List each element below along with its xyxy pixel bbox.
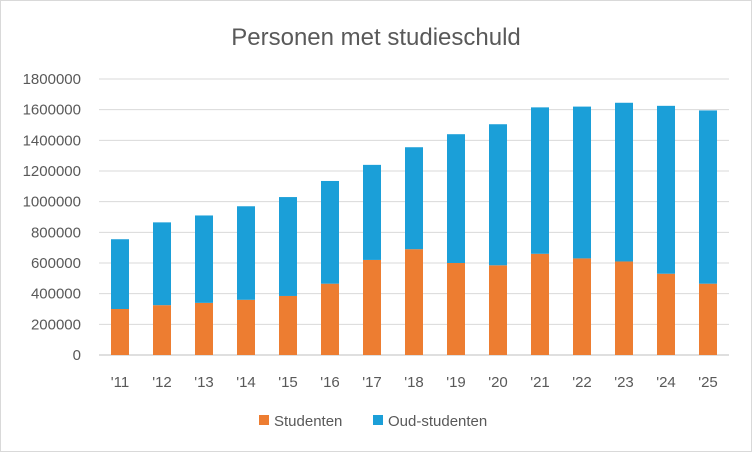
x-tick-label: '24	[656, 374, 676, 391]
x-tick-label: '15	[278, 374, 298, 391]
y-tick-label: 200000	[31, 316, 81, 333]
bar-oud-studenten	[111, 239, 129, 309]
bar-oud-studenten	[153, 222, 171, 306]
y-tick-label: 1600000	[23, 102, 81, 119]
bars	[111, 102, 717, 355]
y-tick-label: 600000	[31, 255, 81, 272]
x-tick-label: '25	[698, 374, 718, 391]
bar-studenten	[153, 305, 171, 355]
chart-title: Personen met studieschuld	[231, 24, 521, 51]
bar-studenten	[195, 302, 213, 355]
bar-studenten	[405, 249, 423, 355]
bar-studenten	[489, 265, 507, 355]
x-tick-label: '14	[236, 374, 256, 391]
y-tick-label: 1800000	[23, 71, 81, 88]
bar-oud-studenten	[447, 134, 465, 263]
bar-studenten	[279, 295, 297, 355]
bar-oud-studenten	[321, 180, 339, 284]
legend: Studenten Oud-studenten	[259, 413, 487, 430]
x-axis-ticks: '11 '12 '13 '14 '15 '16 '17 '18 '19 '20 '21 '22 '23 '…	[111, 374, 718, 391]
bar-oud-studenten	[531, 107, 549, 254]
x-tick-label: '16	[320, 374, 340, 391]
bar-oud-studenten	[699, 110, 717, 284]
legend-label: Oud-studenten	[388, 413, 487, 430]
y-tick-label: 1000000	[23, 194, 81, 211]
legend-swatch	[259, 415, 269, 425]
x-tick-label: '12	[152, 374, 172, 391]
bar-studenten	[321, 283, 339, 355]
y-tick-label: 1400000	[23, 132, 81, 149]
bar-oud-studenten	[279, 197, 297, 296]
bar-oud-studenten	[489, 124, 507, 266]
bar-oud-studenten	[363, 164, 381, 260]
x-tick-label: '21	[530, 374, 550, 391]
legend-swatch	[373, 415, 383, 425]
bar-studenten	[615, 261, 633, 355]
bar-studenten	[531, 253, 549, 355]
x-tick-label: '20	[488, 374, 508, 391]
bar-studenten	[699, 283, 717, 355]
bar-studenten	[447, 263, 465, 355]
x-tick-label: '22	[572, 374, 592, 391]
bar-studenten	[111, 309, 129, 355]
bar-oud-studenten	[657, 105, 675, 274]
bar-studenten	[363, 259, 381, 355]
x-tick-label: '18	[404, 374, 424, 391]
y-tick-label: 800000	[31, 224, 81, 241]
bar-studenten	[573, 258, 591, 355]
bar-oud-studenten	[195, 215, 213, 303]
y-tick-label: 1200000	[23, 163, 81, 180]
x-tick-label: '19	[446, 374, 466, 391]
bar-oud-studenten	[237, 206, 255, 300]
bar-studenten	[237, 299, 255, 355]
x-tick-label: '13	[194, 374, 214, 391]
y-axis-ticks: 0 200000 400000 600000 800000 1000000 1200000 1…	[23, 71, 81, 364]
x-tick-label: '23	[614, 374, 634, 391]
bar-oud-studenten	[573, 106, 591, 259]
y-tick-label: 0	[73, 347, 81, 364]
y-tick-label: 400000	[31, 286, 81, 303]
x-tick-label: '17	[362, 374, 382, 391]
x-tick-label: '11	[111, 374, 129, 391]
legend-label: Studenten	[274, 413, 342, 430]
bar-oud-studenten	[615, 102, 633, 262]
bar-studenten	[657, 273, 675, 355]
bar-oud-studenten	[405, 147, 423, 250]
